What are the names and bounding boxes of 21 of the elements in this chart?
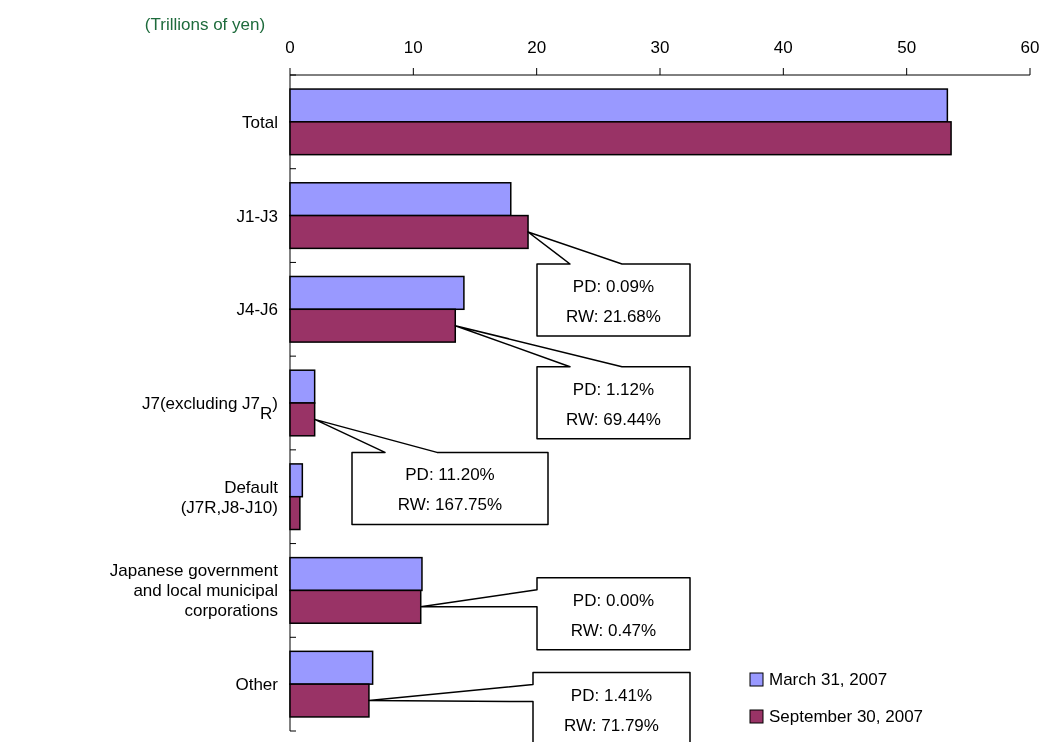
x-tick-label: 30 <box>650 38 670 57</box>
x-tick-label: 10 <box>403 38 423 57</box>
x-tick-label: 0 <box>285 38 295 57</box>
annotation: PD: 1.12% RW: 69.44% <box>566 379 661 429</box>
y-tick-label: Total <box>242 112 278 132</box>
annotation: PD: 1.41% RW: 71.79% <box>564 685 659 735</box>
annotation: PD: 0.09% RW: 21.68% <box>566 276 661 326</box>
y-tick-label: Japanese government and local municipal corporations <box>109 561 279 621</box>
x-tick-label: 40 <box>773 38 793 57</box>
legend-label: March 31, 2007 <box>769 670 888 689</box>
x-tick-label: 20 <box>527 38 547 57</box>
x-axis-title: (Trillions of yen) <box>144 15 266 34</box>
y-tick-label: J4-J6 <box>236 300 278 320</box>
x-tick-label: 50 <box>897 38 917 57</box>
y-tick-label: J1-J3 <box>236 206 278 226</box>
annotation: PD: 11.20% RW: 167.75% <box>397 465 503 515</box>
annotation: PD: 0.00% RW: 0.47% <box>570 590 657 640</box>
y-tick-label: Default (J7R,J8-J10) <box>180 477 279 517</box>
x-tick-label: 60 <box>1020 38 1040 57</box>
y-tick-label: Other <box>235 675 279 695</box>
legend-label: September 30, 2007 <box>769 707 924 726</box>
